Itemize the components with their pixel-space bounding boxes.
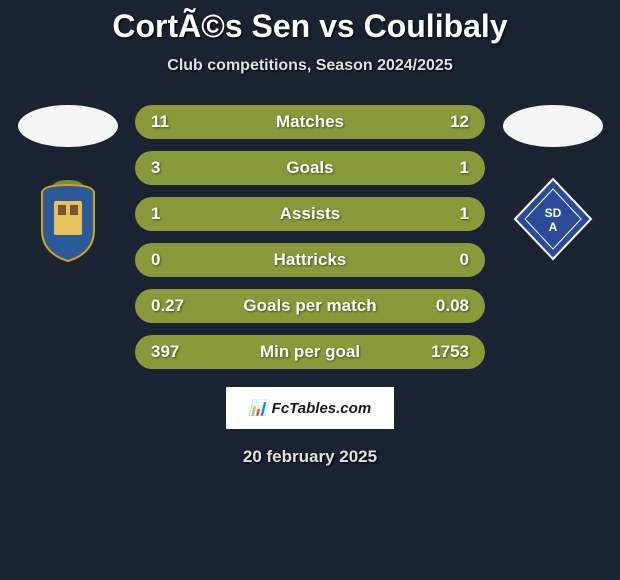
shield-icon <box>24 175 112 263</box>
svg-text:A: A <box>548 220 557 234</box>
stat-right-value: 1753 <box>419 342 469 362</box>
stat-label: Matches <box>276 112 344 132</box>
stat-right-value: 0.08 <box>419 296 469 316</box>
stat-label: Goals <box>286 158 333 178</box>
page-subtitle: Club competitions, Season 2024/2025 <box>167 57 452 75</box>
stat-left-value: 11 <box>151 112 201 132</box>
stat-left-value: 0.27 <box>151 296 201 316</box>
stat-row: 0 Hattricks 0 <box>135 243 485 277</box>
stats-list: 11 Matches 12 3 Goals 1 1 Assists 1 0 Ha… <box>135 105 485 369</box>
stat-row: 0.27 Goals per match 0.08 <box>135 289 485 323</box>
stat-label: Assists <box>280 204 340 224</box>
stat-label: Goals per match <box>243 296 376 316</box>
stat-left-value: 397 <box>151 342 201 362</box>
club-right-badge: SD A <box>509 175 597 263</box>
player-right-oval <box>503 105 603 147</box>
stat-right-value: 1 <box>419 204 469 224</box>
comparison-panel: 11 Matches 12 3 Goals 1 1 Assists 1 0 Ha… <box>0 105 620 369</box>
stat-left-value: 1 <box>151 204 201 224</box>
stat-right-value: 1 <box>419 158 469 178</box>
stat-label: Min per goal <box>260 342 360 362</box>
stat-right-value: 12 <box>419 112 469 132</box>
player-left-oval <box>18 105 118 147</box>
stat-row: 1 Assists 1 <box>135 197 485 231</box>
stat-row: 11 Matches 12 <box>135 105 485 139</box>
stat-left-value: 3 <box>151 158 201 178</box>
diamond-icon: SD A <box>509 175 597 263</box>
left-side <box>0 105 135 263</box>
stat-left-value: 0 <box>151 250 201 270</box>
club-left-badge <box>24 175 112 263</box>
svg-text:SD: SD <box>544 206 561 220</box>
footer-date: 20 february 2025 <box>243 447 377 467</box>
stat-row: 397 Min per goal 1753 <box>135 335 485 369</box>
stat-right-value: 0 <box>419 250 469 270</box>
stat-label: Hattricks <box>274 250 347 270</box>
page-title: CortÃ©s Sen vs Coulibaly <box>112 8 507 45</box>
stat-row: 3 Goals 1 <box>135 151 485 185</box>
right-side: SD A <box>485 105 620 263</box>
brand-badge[interactable]: 📊 FcTables.com <box>226 387 394 429</box>
